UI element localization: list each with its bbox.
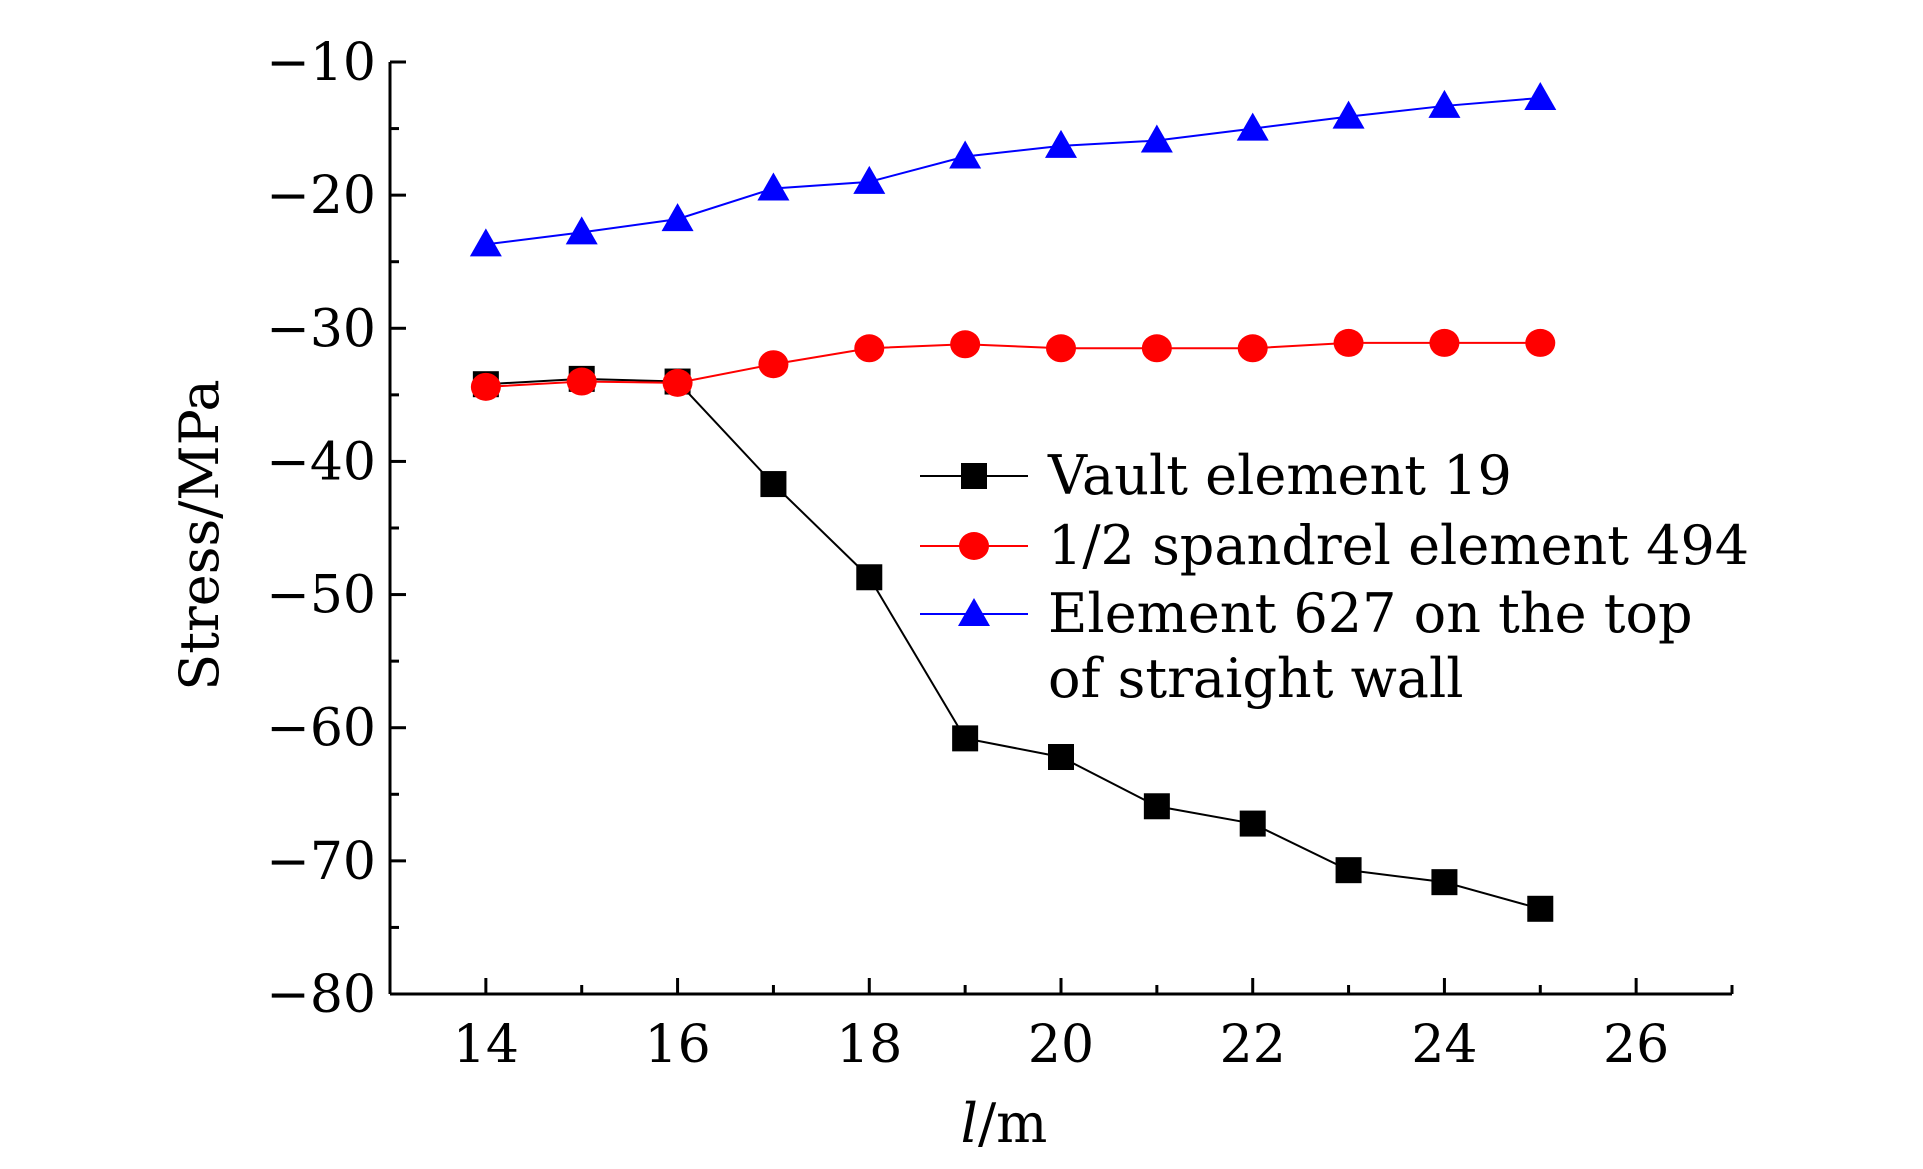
series-circle xyxy=(470,328,1556,401)
x-axis-title: l/m xyxy=(961,1092,1048,1155)
y-tick-label: −50 xyxy=(266,566,376,626)
data-point xyxy=(1332,100,1365,129)
data-point xyxy=(1237,334,1268,363)
y-tick-label: −40 xyxy=(266,432,376,492)
data-point xyxy=(1048,744,1074,771)
y-axis-title: Stress/MPa xyxy=(168,379,231,690)
legend-marker-triangle xyxy=(958,598,990,626)
ticks: −80 −70 −60 −50 −40 −30 −20 −10 14 16 18 20 22 24 26 xyxy=(266,33,1734,1075)
x-tick-label: 14 xyxy=(453,1015,519,1075)
data-point xyxy=(662,368,693,397)
data-point xyxy=(854,334,885,363)
y-tick-label: −60 xyxy=(266,699,376,759)
legend-marker-circle xyxy=(959,532,989,560)
x-tick-label: 16 xyxy=(644,1015,710,1075)
data-point xyxy=(566,367,597,396)
series-triangle xyxy=(469,81,1557,257)
data-point xyxy=(1428,89,1461,118)
data-point xyxy=(757,172,790,201)
data-point xyxy=(856,564,883,591)
data-point xyxy=(1141,334,1172,363)
data-point xyxy=(1335,857,1362,884)
data-point xyxy=(760,471,787,498)
legend-label-wall-line2: of straight wall xyxy=(1048,647,1464,710)
y-tick-label: −10 xyxy=(266,33,376,93)
data-point xyxy=(565,216,598,245)
y-tick-label: −20 xyxy=(266,166,376,226)
data-point xyxy=(470,372,501,401)
legend: Vault element 19 1/2 spandrel element 49… xyxy=(920,444,1749,710)
legend-label-spandrel: 1/2 spandrel element 494 xyxy=(1048,514,1749,577)
x-tick-label: 24 xyxy=(1411,1015,1477,1075)
data-point xyxy=(1429,328,1460,357)
data-point xyxy=(1431,869,1458,896)
y-tick-label: −30 xyxy=(266,299,376,359)
data-point xyxy=(950,330,981,359)
data-point xyxy=(1239,810,1266,837)
y-tick-label: −80 xyxy=(266,965,376,1025)
data-point xyxy=(1236,112,1269,141)
x-tick-label: 18 xyxy=(836,1015,902,1075)
x-axis-title-italic: l xyxy=(961,1092,978,1155)
x-tick-label: 26 xyxy=(1603,1015,1669,1075)
series-line xyxy=(485,341,1541,388)
data-point xyxy=(1143,793,1170,820)
legend-marker-square xyxy=(961,463,987,489)
data-point xyxy=(1045,129,1077,158)
data-point xyxy=(1524,81,1557,110)
data-point xyxy=(1525,328,1556,357)
data-point xyxy=(952,725,979,752)
data-point xyxy=(853,165,886,194)
y-tick-label: −70 xyxy=(266,832,376,892)
data-point xyxy=(1333,328,1364,357)
x-axis-title-rest: /m xyxy=(978,1092,1047,1155)
data-point xyxy=(469,228,502,257)
data-point xyxy=(758,350,789,379)
series-layer xyxy=(469,81,1557,922)
legend-label-vault: Vault element 19 xyxy=(1047,444,1512,507)
data-point xyxy=(1527,895,1554,922)
series-line xyxy=(485,377,1541,910)
data-point xyxy=(661,203,694,232)
data-point xyxy=(1140,124,1173,153)
data-point xyxy=(1046,334,1076,363)
series-line xyxy=(485,96,1541,246)
x-tick-label: 20 xyxy=(1028,1015,1094,1075)
data-point xyxy=(949,140,982,169)
legend-label-wall-line1: Element 627 on the top xyxy=(1048,582,1693,645)
x-tick-label: 22 xyxy=(1220,1015,1286,1075)
